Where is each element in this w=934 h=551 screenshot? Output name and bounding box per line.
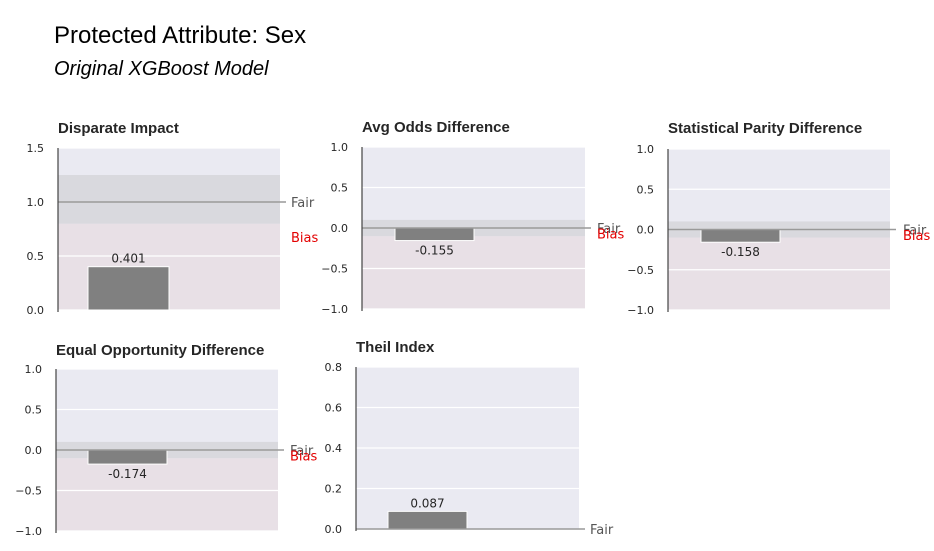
data-label: -0.174 bbox=[108, 467, 147, 481]
y-tick-label: 0.6 bbox=[325, 402, 343, 415]
chart-title: Statistical Parity Difference bbox=[668, 120, 862, 137]
bias-label: Bias bbox=[597, 228, 624, 243]
data-bar bbox=[87, 266, 170, 311]
y-tick-label: 0.0 bbox=[25, 444, 43, 457]
chart-title: Equal Opportunity Difference bbox=[56, 342, 264, 359]
chart-title: Disparate Impact bbox=[58, 120, 179, 137]
y-tick-label: −0.5 bbox=[627, 264, 654, 277]
y-tick-label: 0.8 bbox=[325, 361, 343, 374]
fair-label: Fair bbox=[291, 196, 315, 211]
data-label: 0.401 bbox=[111, 252, 145, 266]
fair-label: Fair bbox=[290, 444, 314, 459]
chart-title: Theil Index bbox=[356, 339, 435, 356]
y-tick-label: 1.5 bbox=[27, 142, 45, 155]
y-tick-label: 0.5 bbox=[27, 250, 45, 263]
bias-region bbox=[362, 236, 585, 309]
bias-label: Bias bbox=[903, 229, 930, 244]
y-tick-label: −1.0 bbox=[15, 525, 42, 538]
y-tick-label: 0.0 bbox=[331, 222, 349, 235]
fair-label: Fair bbox=[590, 523, 614, 538]
bias-region bbox=[56, 458, 278, 531]
bias-label: Bias bbox=[290, 450, 317, 465]
y-tick-label: 0.5 bbox=[331, 182, 349, 195]
y-tick-label: −0.5 bbox=[15, 485, 42, 498]
y-tick-label: 0.5 bbox=[637, 183, 655, 196]
bias-region bbox=[668, 237, 890, 310]
bias-label: Bias bbox=[291, 231, 318, 246]
fair-label: Fair bbox=[597, 222, 621, 237]
y-tick-label: 1.0 bbox=[27, 196, 45, 209]
y-tick-label: −0.5 bbox=[321, 263, 348, 276]
y-tick-label: 0.0 bbox=[325, 523, 343, 536]
page-title: Protected Attribute: Sex bbox=[54, 22, 307, 49]
data-label: 0.087 bbox=[410, 496, 444, 510]
y-tick-label: 0.2 bbox=[325, 483, 343, 496]
y-tick-label: 0.4 bbox=[325, 442, 343, 455]
y-tick-label: −1.0 bbox=[627, 304, 654, 317]
y-tick-label: 0.5 bbox=[25, 404, 43, 417]
data-label: -0.158 bbox=[721, 245, 760, 259]
data-bar bbox=[387, 510, 468, 530]
fair-label: Fair bbox=[903, 224, 927, 239]
y-tick-label: 1.0 bbox=[331, 141, 349, 154]
chart-title: Avg Odds Difference bbox=[362, 119, 510, 136]
y-tick-label: 1.0 bbox=[637, 143, 655, 156]
page-subtitle: Original XGBoost Model bbox=[54, 58, 269, 80]
data-label: -0.155 bbox=[415, 244, 454, 258]
y-tick-label: 0.0 bbox=[27, 304, 45, 317]
y-tick-label: −1.0 bbox=[321, 303, 348, 316]
y-tick-label: 1.0 bbox=[25, 363, 43, 376]
y-tick-label: 0.0 bbox=[637, 224, 655, 237]
fair-band bbox=[58, 175, 280, 224]
